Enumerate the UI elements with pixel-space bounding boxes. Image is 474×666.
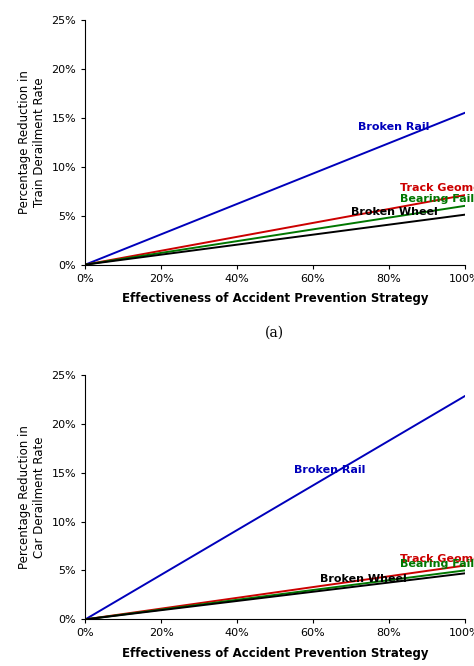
X-axis label: Effectiveness of Accident Prevention Strategy: Effectiveness of Accident Prevention Str… [122,647,428,660]
Text: (a): (a) [265,326,284,340]
X-axis label: Effectiveness of Accident Prevention Strategy: Effectiveness of Accident Prevention Str… [122,292,428,305]
Y-axis label: Percentage Reduction in
Train Derailment Rate: Percentage Reduction in Train Derailment… [18,71,46,214]
Text: Bearing Failure: Bearing Failure [400,194,474,204]
Text: Broken Wheel: Broken Wheel [351,206,438,216]
Text: Broken Wheel: Broken Wheel [320,574,407,584]
Text: Broken Rail: Broken Rail [358,121,430,132]
Text: Broken Rail: Broken Rail [294,465,365,475]
Text: Track Geometry Defect: Track Geometry Defect [400,553,474,563]
Y-axis label: Percentage Reduction in
Car Derailment Rate: Percentage Reduction in Car Derailment R… [18,425,46,569]
Text: Track Geometry Defect: Track Geometry Defect [400,183,474,193]
Text: Bearing Failure: Bearing Failure [400,559,474,569]
